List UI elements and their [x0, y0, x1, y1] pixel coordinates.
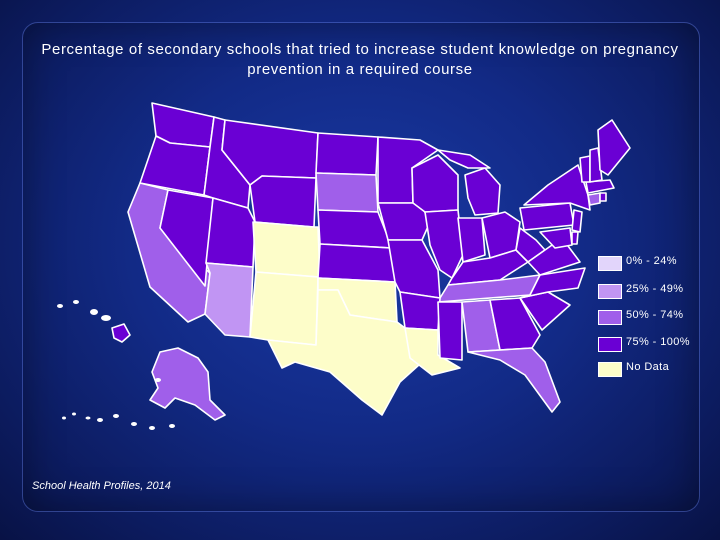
source-caption: School Health Profiles, 2014 [32, 480, 171, 492]
hawaii-islet-3 [90, 309, 98, 315]
state-south-dakota [315, 172, 379, 213]
state-delaware [571, 231, 579, 245]
state-michigan-upper [437, 149, 491, 169]
state-maryland [539, 227, 573, 249]
state-rhode-island [599, 192, 607, 202]
state-michigan [464, 167, 501, 216]
legend-swatch-50-74 [598, 310, 622, 325]
state-utah [205, 197, 256, 268]
alaska-islet-3 [169, 424, 175, 428]
legend-label-75-100: 75% - 100% [626, 336, 690, 348]
islands [57, 300, 175, 430]
legend-swatch-75-100 [598, 337, 622, 352]
alaska-islet-1 [155, 378, 161, 382]
state-nevada [159, 189, 214, 287]
aleutian-1 [62, 416, 66, 420]
state-wyoming [249, 175, 317, 228]
state-north-dakota [315, 132, 379, 176]
state-connecticut [587, 192, 601, 206]
state-new-jersey [571, 209, 583, 233]
state-alaska [149, 347, 226, 421]
aleutian-6 [131, 422, 137, 426]
state-florida [467, 347, 561, 413]
hawaii-islet-1 [57, 304, 63, 308]
aleutian-3 [85, 416, 91, 420]
state-mississippi [437, 301, 463, 361]
legend-label-no-data: No Data [626, 361, 670, 373]
legend-swatch-no-data [598, 362, 622, 377]
state-louisiana [404, 327, 461, 376]
state-virginia [527, 237, 581, 276]
state-maine [597, 119, 631, 176]
state-west-virginia [515, 227, 546, 263]
state-indiana [457, 217, 486, 263]
content-panel [22, 22, 700, 512]
state-vermont [579, 155, 591, 183]
state-hawaii [111, 323, 131, 343]
hawaii-islet-4 [101, 315, 111, 321]
state-georgia [489, 297, 541, 351]
hawaii-islet-2 [73, 300, 79, 304]
state-kansas [317, 243, 396, 283]
legend-label-0-24: 0% - 24% [626, 255, 677, 267]
aleutian-5 [113, 414, 119, 418]
alaska-islet-2 [149, 426, 155, 430]
state-new-mexico [249, 271, 319, 346]
state-new-york [523, 164, 591, 211]
legend-swatch-0-24 [598, 256, 622, 271]
aleutian-4 [97, 418, 103, 422]
legend-label-50-74: 50% - 74% [626, 309, 684, 321]
state-arkansas [399, 291, 441, 331]
legend-label-25-49: 25% - 49% [626, 283, 684, 295]
legend-swatch-25-49 [598, 284, 622, 299]
state-pennsylvania [519, 202, 575, 231]
state-colorado [252, 221, 321, 278]
map-title: Percentage of secondary schools that tri… [41, 41, 679, 78]
aleutian-2 [72, 412, 76, 416]
state-arizona [204, 262, 254, 338]
